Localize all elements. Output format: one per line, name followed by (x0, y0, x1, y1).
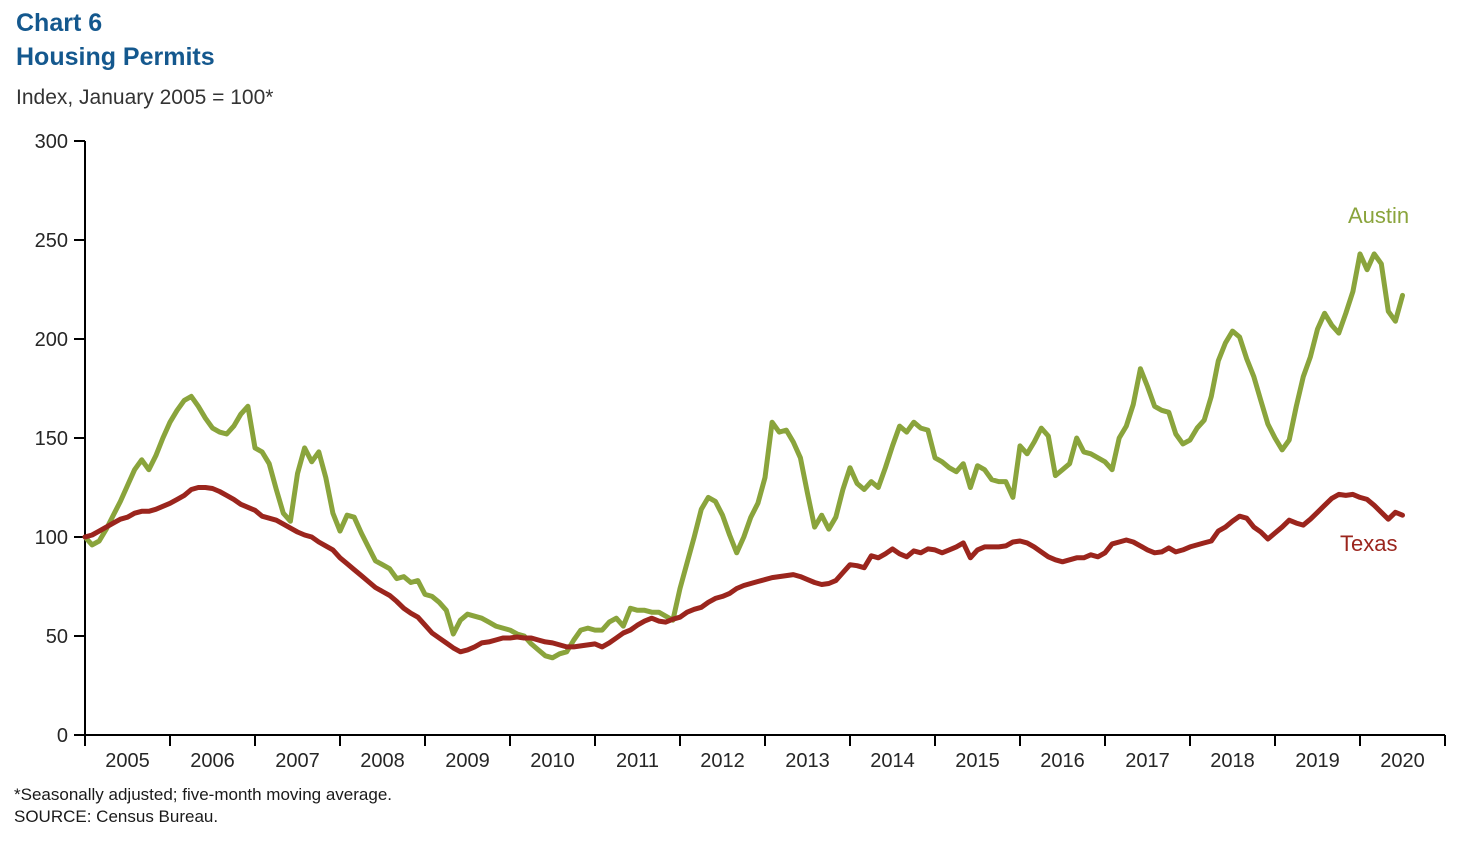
y-tick-label: 0 (57, 725, 68, 747)
x-year-label: 2006 (190, 750, 235, 772)
x-year-label: 2013 (785, 750, 830, 772)
x-year-label: 2011 (616, 750, 659, 772)
x-year-label: 2015 (955, 750, 1000, 772)
chart-number: Chart 6 (16, 9, 103, 37)
y-tick-label: 300 (35, 131, 68, 153)
x-year-label: 2009 (445, 750, 490, 772)
axis-lines (84, 141, 1445, 736)
page-title: Housing Permits (16, 43, 215, 71)
x-year-label: 2007 (275, 750, 320, 772)
title-block: Chart 6 Housing Permits (16, 6, 215, 74)
x-year-label: 2016 (1040, 750, 1085, 772)
y-tick-label: 200 (35, 329, 68, 351)
chart-subtitle: Index, January 2005 = 100* (16, 86, 274, 109)
x-year-label: 2008 (360, 750, 405, 772)
x-year-label: 2010 (530, 750, 575, 772)
x-year-label: 2018 (1210, 750, 1255, 772)
x-year-label: 2017 (1125, 750, 1170, 772)
texas-line (82, 485, 1405, 655)
x-year-label: 2019 (1295, 750, 1340, 772)
source-note: SOURCE: Census Bureau. (14, 807, 219, 826)
austin-series-label: Austin (1348, 203, 1410, 228)
x-year-label: 2012 (700, 750, 745, 772)
x-year-label: 2014 (870, 750, 915, 772)
y-tick-label: 150 (35, 428, 68, 450)
footnotes: *Seasonally adjusted; five-month moving … (14, 784, 392, 828)
y-tick-label: 250 (35, 230, 68, 252)
texas-series-label: Texas (1340, 531, 1398, 556)
austin-line (82, 251, 1405, 661)
y-tick-label: 50 (46, 626, 68, 648)
x-year-label: 2005 (105, 750, 150, 772)
x-year-label: 2020 (1380, 750, 1425, 772)
footnote-asterisk: *Seasonally adjusted; five-month moving … (14, 785, 392, 804)
y-tick-label: 100 (35, 527, 68, 549)
